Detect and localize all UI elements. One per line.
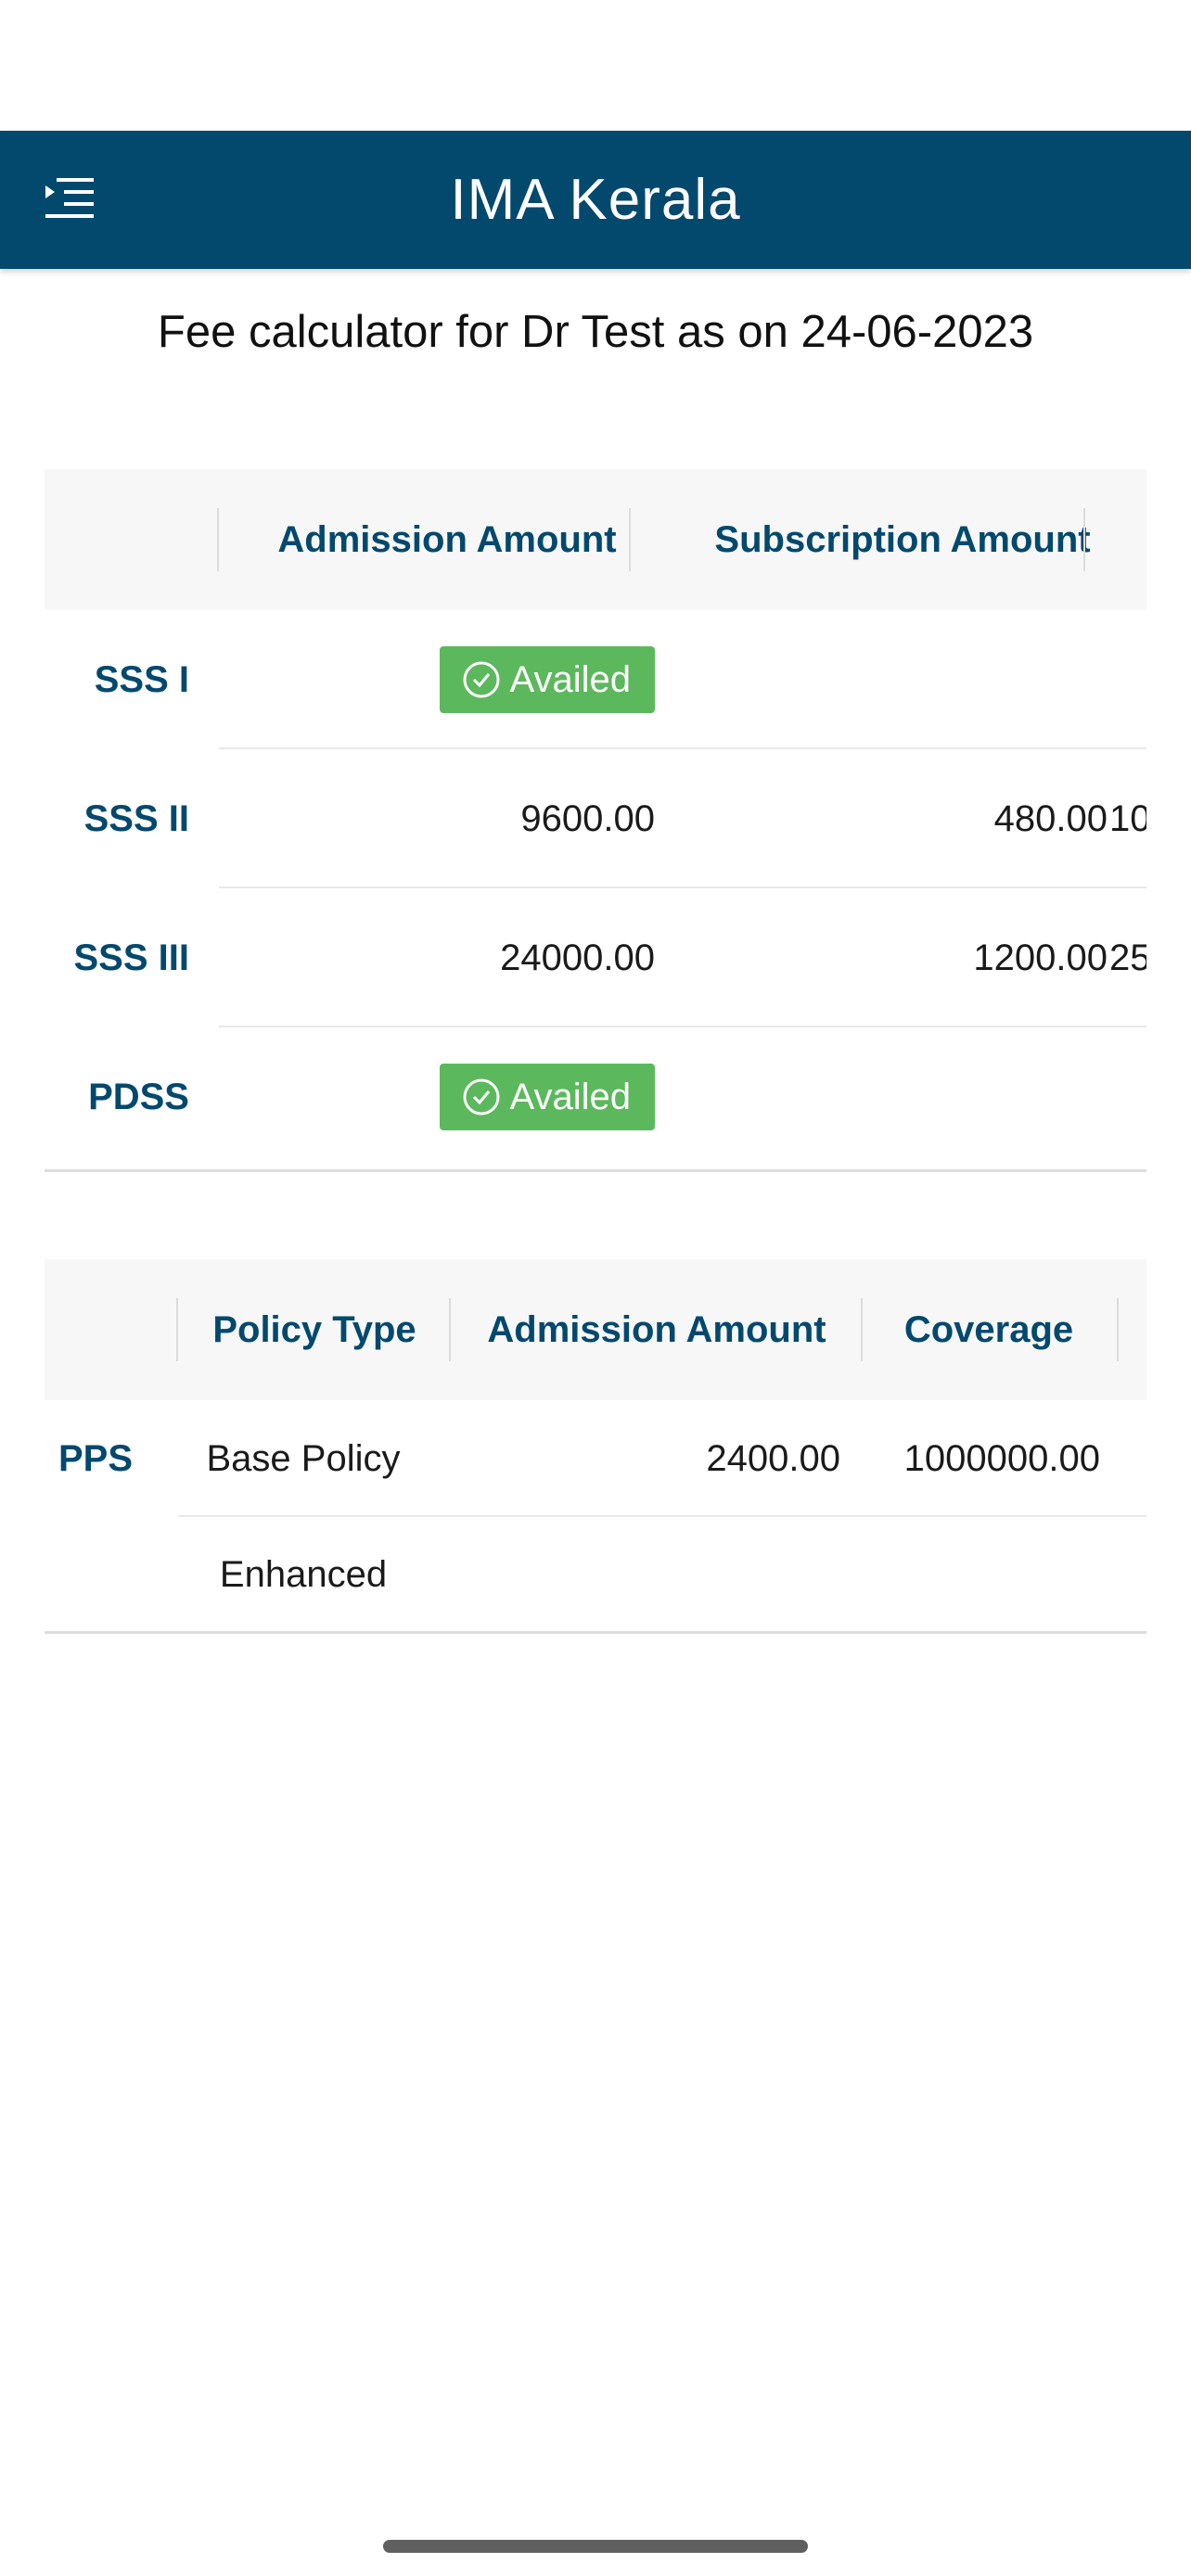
- pps-fee-table: Policy Type Admission Amount Coverage PP…: [45, 1259, 1146, 1634]
- menu-button[interactable]: [37, 166, 102, 231]
- app-header: IMA Kerala: [0, 131, 1191, 269]
- table-row-pdss: PDSS Availed: [45, 1027, 1146, 1167]
- subscription-amount-value: 1200.00: [973, 937, 1108, 978]
- overflow-value: 10: [1109, 797, 1146, 839]
- table-row-sss-iii: SSS III 24000.00 1200.00 25: [45, 888, 1146, 1027]
- row-label: SSS III: [73, 937, 190, 978]
- app-title: IMA Kerala: [450, 168, 741, 232]
- admission-amount-value: 9600.00: [520, 797, 655, 839]
- table-bottom-border: [45, 1169, 1146, 1172]
- column-divider: [176, 1298, 178, 1361]
- coverage-value: 1000000.00: [903, 1437, 1100, 1479]
- table-row-pps-base: PPS Base Policy 2400.00 1000000.00: [45, 1400, 1146, 1517]
- table-header-row: Policy Type Admission Amount Coverage: [45, 1259, 1146, 1400]
- availed-badge: Availed: [439, 1064, 655, 1130]
- column-divider: [449, 1298, 451, 1361]
- table-bottom-border: [45, 1631, 1146, 1634]
- policy-type-value: Enhanced: [219, 1553, 388, 1595]
- column-header-policy-type[interactable]: Policy Type: [212, 1308, 416, 1350]
- availed-badge: Availed: [439, 646, 655, 713]
- column-header-admission-amount[interactable]: Admission Amount: [277, 518, 617, 560]
- column-divider: [1083, 508, 1085, 571]
- subscription-amount-value: 480.00: [993, 797, 1108, 839]
- column-header-admission-amount[interactable]: Admission Amount: [487, 1308, 826, 1350]
- overflow-value: 25: [1109, 937, 1146, 978]
- home-indicator[interactable]: [383, 2540, 808, 2553]
- table-row-sss-ii: SSS II 9600.00 480.00 10: [45, 749, 1146, 888]
- column-header-coverage[interactable]: Coverage: [903, 1308, 1074, 1350]
- admission-cell: Availed: [219, 610, 655, 749]
- admission-cell: Availed: [219, 1027, 655, 1167]
- admission-amount-value: 24000.00: [500, 937, 655, 978]
- table-row-sss-i: SSS I Availed: [45, 610, 1146, 749]
- row-label: PDSS: [88, 1076, 189, 1117]
- sss-fee-table: Admission Amount Subscription Amount SSS…: [45, 469, 1146, 1172]
- page-title: Fee calculator for Dr Test as on 24-06-2…: [157, 307, 1034, 357]
- column-header-subscription-amount[interactable]: Subscription Amount: [714, 518, 1091, 560]
- row-divider: [219, 747, 1146, 749]
- policy-type-value: Base Policy: [206, 1437, 401, 1479]
- check-circle-icon: [463, 1078, 500, 1116]
- availed-label: Availed: [509, 1076, 631, 1117]
- row-label: SSS II: [83, 797, 189, 839]
- admission-amount-value: 2400.00: [706, 1437, 840, 1479]
- column-divider: [217, 508, 219, 571]
- menu-icon: [45, 178, 94, 218]
- row-divider: [178, 1515, 1146, 1517]
- table-header-row: Admission Amount Subscription Amount: [45, 469, 1146, 610]
- column-divider: [1117, 1298, 1119, 1361]
- table-row-pps-enhanced: Enhanced: [45, 1517, 1146, 1632]
- row-label: SSS I: [94, 658, 189, 700]
- row-divider: [219, 1026, 1146, 1027]
- row-label: PPS: [58, 1437, 134, 1479]
- column-divider: [629, 508, 631, 571]
- availed-label: Availed: [509, 658, 631, 700]
- row-divider: [219, 886, 1146, 888]
- column-divider: [861, 1298, 863, 1361]
- check-circle-icon: [463, 661, 500, 698]
